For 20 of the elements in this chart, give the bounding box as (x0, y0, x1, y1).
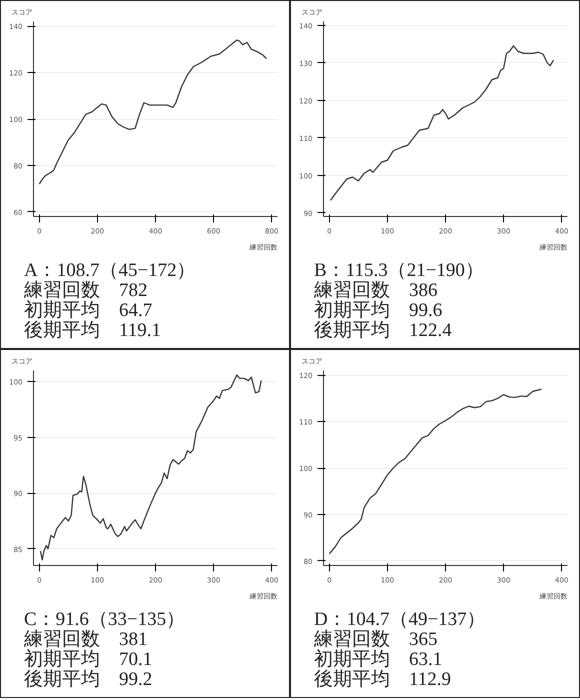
text: 初期平均 99.6 (314, 300, 442, 321)
text: 初期平均 63.1 (314, 649, 442, 670)
text: 後期平均 119.1 (24, 320, 162, 341)
line-series (328, 388, 542, 554)
text: 初期平均 70.1 (24, 649, 152, 670)
line-series (38, 39, 268, 185)
text: 後期平均 112.9 (314, 669, 452, 690)
text: 練習回数 381 (24, 629, 148, 650)
text: 初期平均 64.7 (24, 300, 152, 321)
line-series (330, 45, 554, 201)
text: 練習回数 386 (314, 280, 438, 301)
text: B：115.3（21−190） (314, 260, 484, 281)
text: 練習回数 782 (24, 280, 148, 301)
text: 後期平均 122.4 (314, 320, 452, 341)
text: D：104.7（49−137） (314, 609, 486, 630)
text: C：91.6（33−135） (24, 609, 186, 630)
line-series (40, 374, 262, 561)
text: 後期平均 99.2 (24, 669, 152, 690)
text: A：108.7（45−172） (24, 260, 196, 281)
text: 練習回数 365 (314, 629, 438, 650)
